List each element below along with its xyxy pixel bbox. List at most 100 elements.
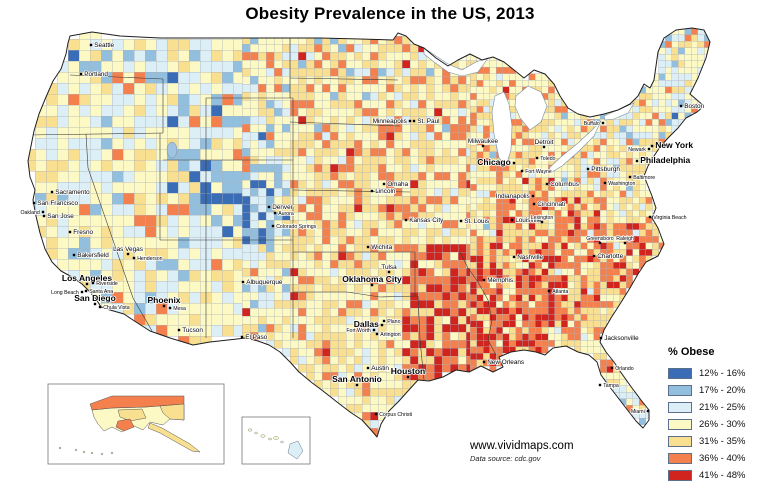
city-marker-santa-ana: Santa Ana (84, 288, 114, 296)
city-dot (168, 306, 172, 310)
city-marker-oklahoma-city: Oklahoma City (341, 273, 403, 287)
city-label: St. Paul (417, 118, 439, 125)
data-source-text: Data source: cdc.gov (470, 454, 541, 463)
city-label: Fort Worth (346, 328, 371, 334)
city-dot (72, 253, 76, 257)
county-mosaic (28, 28, 710, 437)
city-marker-dallas: Dallas (353, 318, 384, 330)
city-dot (89, 43, 93, 47)
city-dot (355, 383, 359, 387)
city-marker-washington: Washington (603, 180, 636, 188)
city-label: Fort Wayne (525, 169, 552, 175)
city-marker-philadelphia: Philadelphia (635, 154, 691, 166)
city-dot (93, 302, 97, 306)
city-label: Houston (391, 366, 425, 376)
legend-label: 41% - 48% (699, 470, 746, 481)
city-label: San Antonio (332, 374, 382, 384)
city-dot (382, 182, 386, 186)
city-dot (404, 218, 408, 222)
city-dot (42, 214, 46, 218)
city-label: Orlando (615, 366, 634, 372)
city-label: Virginia Beach (653, 215, 686, 221)
city-dot (592, 254, 596, 258)
city-label: Tulsa (381, 264, 397, 271)
city-dot (85, 282, 89, 286)
city-marker-lexington: Lexington (530, 214, 554, 224)
city-label: Portland (84, 71, 108, 78)
city-dot (240, 335, 244, 339)
city-dot (273, 211, 277, 215)
city-label: Washington (608, 181, 635, 187)
city-dot (482, 278, 486, 282)
city-marker-chula-vista: Chula Vista (98, 304, 131, 312)
page-title: Obesity Prevalence in the US, 2013 (245, 4, 535, 23)
city-label: New Orleans (487, 359, 524, 366)
city-dot (532, 202, 536, 206)
city-label: El Paso (245, 334, 267, 341)
city-dot (162, 304, 166, 308)
city-marker-seattle: Seattle (89, 41, 115, 50)
city-label: Austin (371, 365, 389, 372)
city-marker-greensboro: Greensboro (585, 235, 615, 245)
city-marker-albuquerque: Albuquerque (241, 278, 284, 287)
city-dot (132, 256, 136, 260)
city-label: San Diego (74, 293, 116, 303)
city-dot (387, 270, 391, 274)
city-marker-new-york: New York (650, 139, 694, 151)
city-label: Jacksonville (604, 335, 639, 342)
city-label: Santa Ana (89, 289, 113, 295)
map-attribution: www.vividmaps.com Data source: cdc.gov (470, 440, 574, 463)
city-dot (374, 412, 378, 416)
city-marker-minneapolis: Minneapolis (372, 117, 412, 126)
city-label: Miami (631, 409, 645, 415)
city-marker-virginia-beach: Virginia Beach (648, 214, 687, 222)
city-marker-tucson: Tucson (177, 326, 204, 335)
legend-label: 26% - 30% (699, 419, 746, 430)
city-marker-san-antonio: San Antonio (331, 373, 383, 387)
city-marker-aurora: Aurora (273, 210, 295, 218)
city-dot (68, 230, 72, 234)
city-marker-jacksonville: Jacksonville (599, 334, 640, 343)
city-marker-detroit: Detroit (534, 138, 554, 149)
city-marker-newark: Newark (627, 146, 651, 154)
city-dot (598, 383, 602, 387)
city-label: Dallas (354, 319, 379, 329)
city-label: Colorado Springs (276, 224, 316, 230)
city-marker-sacramento: Sacramento (50, 188, 91, 197)
city-marker-houston: Houston (390, 365, 426, 379)
city-label: Milwaukee (468, 138, 499, 145)
city-label: Atlanta (552, 289, 568, 295)
city-label: Indianapolis (496, 193, 530, 200)
city-dot (80, 290, 84, 294)
city-label: Oakland (20, 210, 39, 216)
city-label: Lincoln (375, 188, 396, 195)
city-label: New York (655, 140, 693, 150)
alaska-inset (47, 383, 225, 465)
city-marker-omaha: Omaha (382, 180, 409, 189)
city-marker-mesa: Mesa (168, 305, 187, 313)
city-dot (628, 175, 632, 179)
city-label: Toledo (540, 156, 555, 162)
city-dot (650, 144, 654, 148)
city-dot (610, 366, 614, 370)
city-marker-plano: Plano (382, 318, 401, 326)
city-marker-columbus: Columbus (545, 180, 580, 189)
city-label: Philadelphia (640, 155, 690, 165)
city-label: Tampa (603, 383, 619, 389)
city-dot (41, 210, 45, 214)
city-dot (408, 119, 412, 123)
city-dot (540, 220, 544, 224)
city-label: Buffalo (584, 121, 600, 127)
city-marker-henderson: Henderson (132, 255, 163, 263)
city-marker-memphis: Memphis (482, 276, 514, 285)
legend-swatch (668, 385, 692, 396)
city-marker-baltimore: Baltimore (628, 174, 656, 182)
legend-row: 36% - 40% (668, 450, 778, 467)
city-marker-orlando: Orlando (610, 365, 635, 373)
city-label: St. Louis (464, 218, 489, 225)
city-label: Nashville (517, 254, 543, 261)
city-marker-fort-worth: Fort Worth (346, 327, 376, 335)
city-label: Seattle (94, 42, 114, 49)
city-dot (370, 189, 374, 193)
